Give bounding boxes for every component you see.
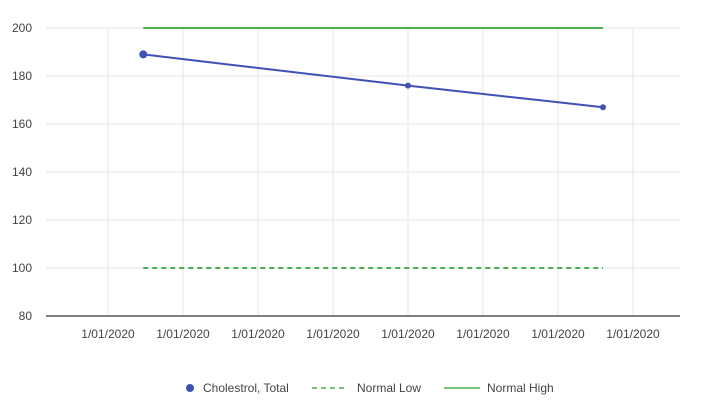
x-tick-label: 1/01/2020 [381, 327, 435, 341]
x-tick-label: 1/01/2020 [306, 327, 360, 341]
plot-area [139, 27, 606, 269]
data-point-cholestrol-total [405, 82, 411, 89]
y-tick-label: 160 [12, 117, 32, 131]
data-point-cholestrol-total [600, 104, 606, 111]
x-tick-label: 1/01/2020 [606, 327, 660, 341]
y-tick-label: 100 [12, 261, 32, 275]
grid [46, 27, 680, 316]
x-tick-label: 1/01/2020 [156, 327, 210, 341]
data-point-cholestrol-total [139, 50, 148, 59]
y-tick-label: 180 [12, 69, 32, 83]
legend-label-normal-low: Normal Low [357, 381, 421, 395]
x-tick-label: 1/01/2020 [456, 327, 510, 341]
legend-label-normal-high: Normal High [487, 381, 554, 395]
y-tick-label: 120 [12, 213, 32, 227]
y-tick-label: 200 [12, 21, 32, 35]
axes: 80 100 120 140 160 180 200 1/01/2020 1/01/2020 1/… [12, 21, 680, 341]
legend-item-cholestrol-total: Cholestrol, Total [186, 381, 289, 395]
legend: Cholestrol, Total Normal Low Normal High [186, 381, 554, 395]
legend-item-normal-low: Normal Low [312, 381, 421, 395]
x-tick-label: 1/01/2020 [231, 327, 285, 341]
legend-label-cholestrol-total: Cholestrol, Total [203, 381, 289, 395]
series-line-cholestrol-total [143, 53, 604, 109]
y-tick-label: 140 [12, 165, 32, 179]
legend-marker-cholestrol-total [186, 384, 194, 392]
legend-item-normal-high: Normal High [444, 381, 554, 395]
x-tick-label: 1/01/2020 [531, 327, 585, 341]
x-tick-label: 1/01/2020 [81, 327, 135, 341]
y-tick-label: 80 [19, 309, 33, 323]
